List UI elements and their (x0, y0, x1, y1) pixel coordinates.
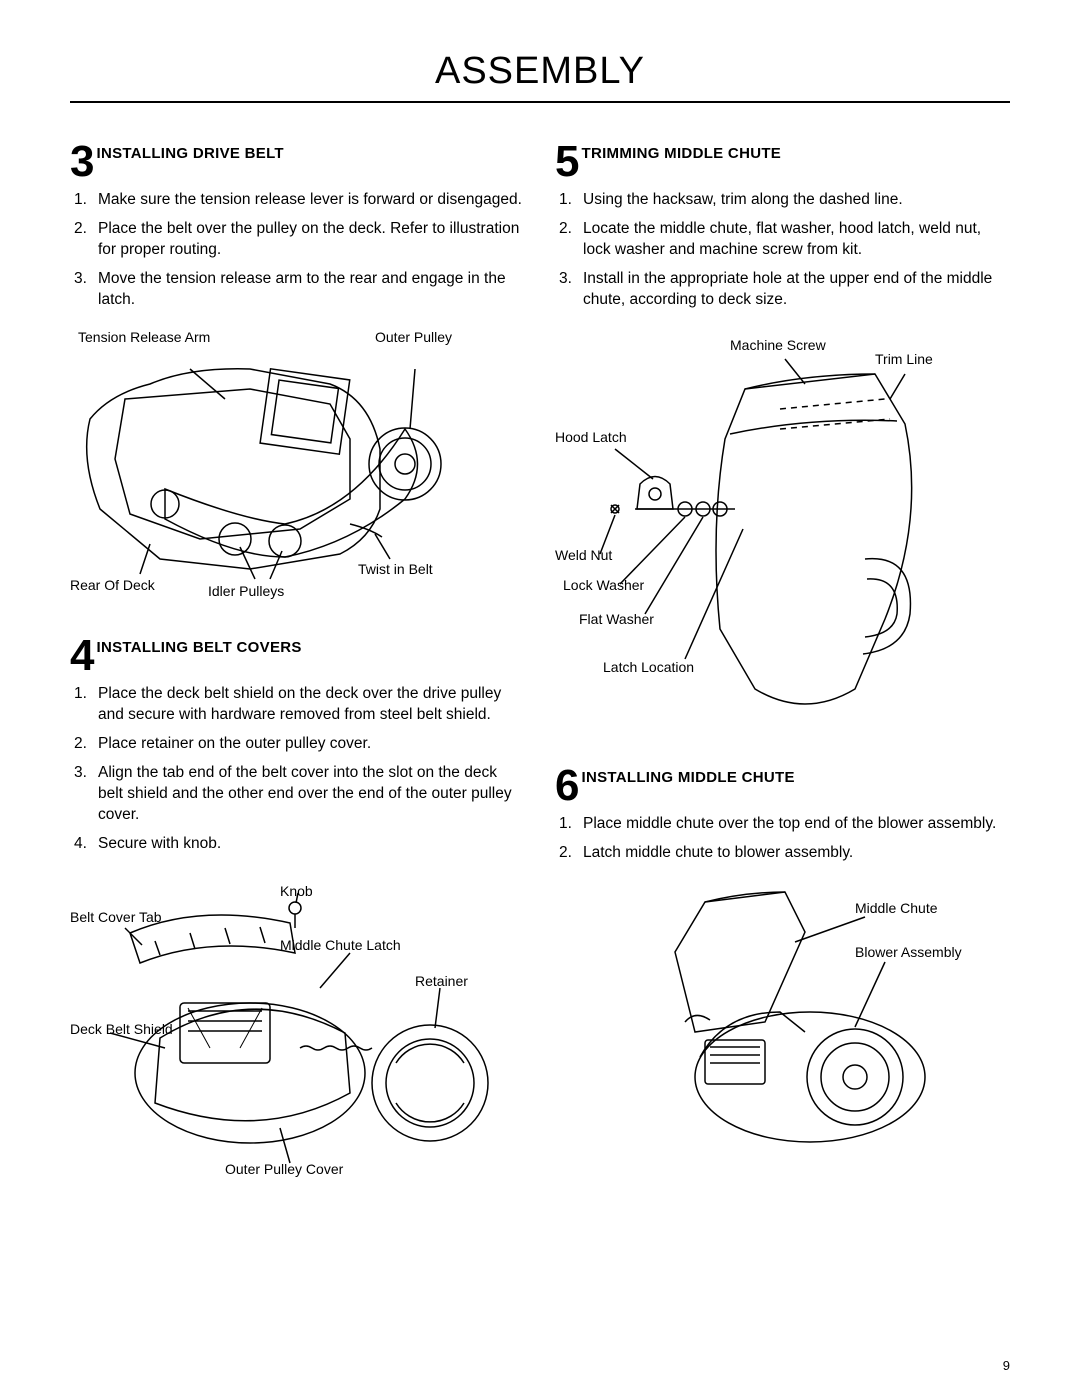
callout-lock-washer: Lock Washer (563, 577, 644, 593)
section-5: 5 TRIMMING MIDDLE CHUTE Using the hacksa… (555, 143, 1010, 739)
list-item: Locate the middle chute, flat washer, ho… (555, 219, 1010, 261)
callout-blower-assembly: Blower Assembly (855, 944, 962, 960)
section-5-header: 5 TRIMMING MIDDLE CHUTE (555, 143, 1010, 180)
drive-belt-diagram-icon (70, 329, 490, 589)
section-4: 4 INSTALLING BELT COVERS Place the deck … (70, 637, 525, 1183)
section-3-title: INSTALLING DRIVE BELT (96, 143, 283, 162)
figure-belt-covers: Knob Belt Cover Tab Middle Chute Latch R… (70, 873, 525, 1183)
step-number-3: 3 (70, 143, 94, 180)
list-item: Align the tab end of the belt cover into… (70, 763, 525, 826)
list-item: Place the deck belt shield on the deck o… (70, 684, 525, 726)
callout-outer-pulley: Outer Pulley (375, 329, 452, 345)
step-number-6: 6 (555, 767, 579, 804)
section-4-title: INSTALLING BELT COVERS (96, 637, 301, 656)
section-4-header: 4 INSTALLING BELT COVERS (70, 637, 525, 674)
list-item: Place retainer on the outer pulley cover… (70, 734, 525, 755)
list-item: Move the tension release arm to the rear… (70, 269, 525, 311)
callout-latch-location: Latch Location (603, 659, 694, 675)
section-5-title: TRIMMING MIDDLE CHUTE (581, 143, 781, 162)
step-number-5: 5 (555, 143, 579, 180)
right-column: 5 TRIMMING MIDDLE CHUTE Using the hacksa… (555, 143, 1010, 1211)
list-item: Latch middle chute to blower assembly. (555, 843, 1010, 864)
figure-drive-belt: Tension Release Arm Outer Pulley Twist i… (70, 329, 525, 609)
section-3-steps: Make sure the tension release lever is f… (70, 190, 525, 311)
content-columns: 3 INSTALLING DRIVE BELT Make sure the te… (70, 143, 1010, 1211)
section-4-steps: Place the deck belt shield on the deck o… (70, 684, 525, 854)
list-item: Using the hacksaw, trim along the dashed… (555, 190, 1010, 211)
callout-trim-line: Trim Line (875, 351, 933, 367)
callout-machine-screw: Machine Screw (730, 337, 826, 353)
section-6-header: 6 INSTALLING MIDDLE CHUTE (555, 767, 1010, 804)
install-middle-chute-diagram-icon (555, 882, 975, 1152)
callout-hood-latch: Hood Latch (555, 429, 627, 445)
callout-weld-nut: Weld Nut (555, 547, 612, 563)
figure-middle-chute-trim: Machine Screw Trim Line Hood Latch Weld … (555, 329, 1010, 739)
callout-flat-washer: Flat Washer (579, 611, 654, 627)
list-item: Install in the appropriate hole at the u… (555, 269, 1010, 311)
page-title: ASSEMBLY (70, 50, 1010, 93)
callout-middle-chute-latch: Middle Chute Latch (280, 937, 401, 953)
list-item: Place middle chute over the top end of t… (555, 814, 1010, 835)
section-3: 3 INSTALLING DRIVE BELT Make sure the te… (70, 143, 525, 609)
page-number: 9 (1003, 1358, 1010, 1373)
section-5-steps: Using the hacksaw, trim along the dashed… (555, 190, 1010, 311)
callout-deck-belt-shield: Deck Belt Shield (70, 1021, 173, 1037)
section-3-header: 3 INSTALLING DRIVE BELT (70, 143, 525, 180)
callout-rear-of-deck: Rear Of Deck (70, 577, 155, 593)
callout-twist-in-belt: Twist in Belt (358, 561, 433, 577)
section-6: 6 INSTALLING MIDDLE CHUTE Place middle c… (555, 767, 1010, 1162)
figure-install-middle-chute: Middle Chute Blower Assembly (555, 882, 1010, 1162)
left-column: 3 INSTALLING DRIVE BELT Make sure the te… (70, 143, 525, 1211)
callout-knob: Knob (280, 883, 313, 899)
callout-outer-pulley-cover: Outer Pulley Cover (225, 1161, 343, 1177)
callout-belt-cover-tab: Belt Cover Tab (70, 909, 162, 925)
title-rule (70, 101, 1010, 103)
section-6-title: INSTALLING MIDDLE CHUTE (581, 767, 794, 786)
list-item: Make sure the tension release lever is f… (70, 190, 525, 211)
callout-retainer: Retainer (415, 973, 468, 989)
section-6-steps: Place middle chute over the top end of t… (555, 814, 1010, 864)
callout-middle-chute: Middle Chute (855, 900, 938, 916)
callout-tension-release-arm: Tension Release Arm (78, 329, 210, 345)
list-item: Place the belt over the pulley on the de… (70, 219, 525, 261)
step-number-4: 4 (70, 637, 94, 674)
list-item: Secure with knob. (70, 834, 525, 855)
callout-idler-pulleys: Idler Pulleys (208, 583, 284, 599)
